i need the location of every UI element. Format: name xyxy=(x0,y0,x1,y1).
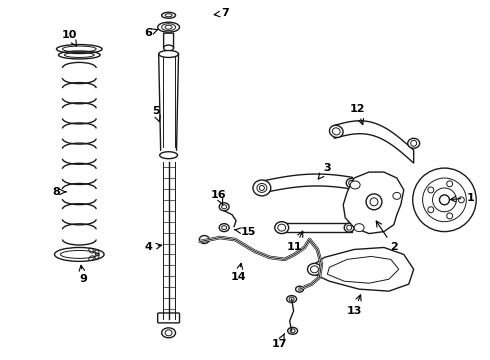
Text: 3: 3 xyxy=(318,163,331,179)
Ellipse shape xyxy=(308,264,321,275)
Text: 4: 4 xyxy=(145,243,162,252)
Ellipse shape xyxy=(393,192,401,199)
Ellipse shape xyxy=(164,45,173,51)
Circle shape xyxy=(458,197,465,203)
Polygon shape xyxy=(343,172,404,234)
Polygon shape xyxy=(310,247,414,291)
Ellipse shape xyxy=(162,12,175,18)
Ellipse shape xyxy=(346,179,356,188)
FancyBboxPatch shape xyxy=(158,313,179,323)
Text: 16: 16 xyxy=(210,190,226,205)
Ellipse shape xyxy=(329,125,343,138)
Ellipse shape xyxy=(253,180,271,196)
Text: 8: 8 xyxy=(52,187,66,197)
Circle shape xyxy=(447,213,453,219)
Ellipse shape xyxy=(162,328,175,338)
Text: 7: 7 xyxy=(214,8,229,18)
Text: 5: 5 xyxy=(152,105,160,122)
Ellipse shape xyxy=(288,327,297,334)
Polygon shape xyxy=(334,121,414,163)
Polygon shape xyxy=(278,223,352,231)
Text: 1: 1 xyxy=(450,193,474,203)
Text: 2: 2 xyxy=(376,221,398,252)
Ellipse shape xyxy=(160,152,177,159)
Text: 14: 14 xyxy=(230,263,246,282)
Circle shape xyxy=(428,187,434,193)
Ellipse shape xyxy=(199,235,209,243)
Circle shape xyxy=(366,194,382,210)
Text: 6: 6 xyxy=(144,28,158,38)
Ellipse shape xyxy=(350,181,360,189)
Ellipse shape xyxy=(158,22,179,32)
Text: 13: 13 xyxy=(346,295,362,316)
Text: 11: 11 xyxy=(287,231,303,252)
Text: 9: 9 xyxy=(79,265,87,284)
FancyBboxPatch shape xyxy=(164,33,173,48)
Circle shape xyxy=(428,207,434,213)
Text: 12: 12 xyxy=(349,104,365,125)
Ellipse shape xyxy=(408,138,419,148)
Ellipse shape xyxy=(354,224,364,231)
Text: 10: 10 xyxy=(62,30,77,46)
Ellipse shape xyxy=(287,296,296,302)
Ellipse shape xyxy=(219,224,229,231)
Polygon shape xyxy=(327,256,399,283)
Ellipse shape xyxy=(295,286,303,292)
Text: 17: 17 xyxy=(272,333,288,349)
Ellipse shape xyxy=(219,203,229,211)
Ellipse shape xyxy=(275,222,289,234)
Ellipse shape xyxy=(344,223,354,232)
Circle shape xyxy=(440,195,449,205)
Text: 15: 15 xyxy=(235,226,256,237)
Circle shape xyxy=(447,181,453,187)
Circle shape xyxy=(413,168,476,231)
Ellipse shape xyxy=(54,247,104,261)
Polygon shape xyxy=(258,174,352,194)
Ellipse shape xyxy=(159,50,178,58)
